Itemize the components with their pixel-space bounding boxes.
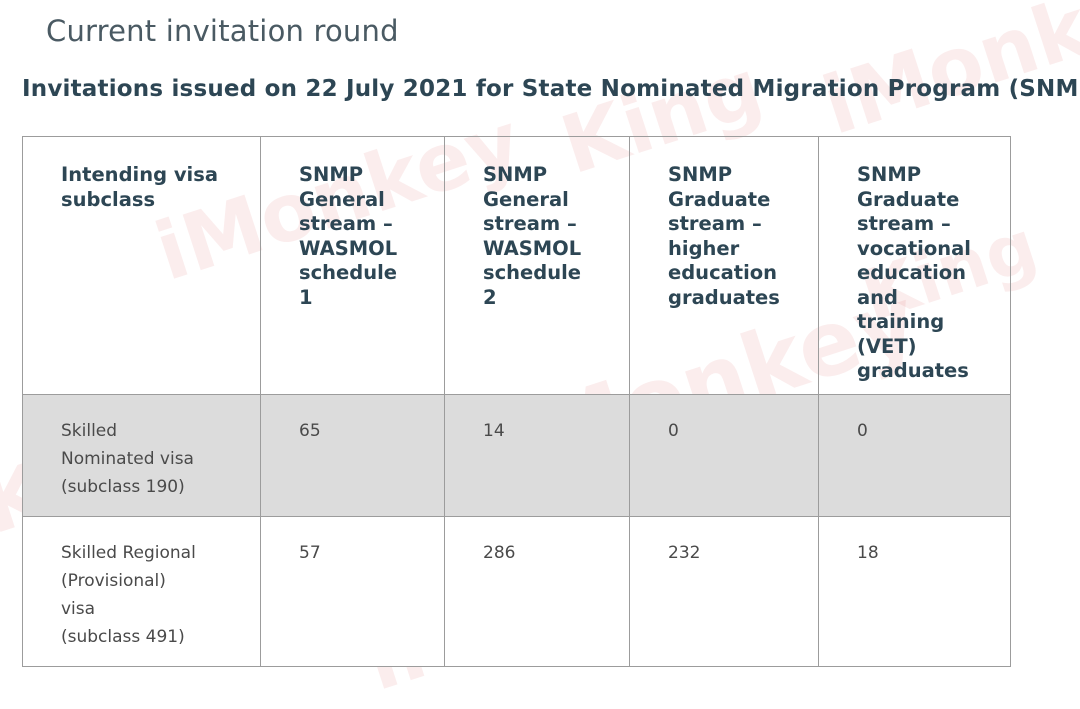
cell-value: 57	[260, 515, 445, 667]
header-general-schedule-1: SNMP General stream – WASMOL schedule 1	[260, 136, 445, 395]
page-title: Current invitation round	[46, 14, 399, 48]
header-graduate-vet: SNMP Graduate stream – vocational educat…	[818, 136, 1011, 395]
cell-value: 14	[444, 393, 630, 517]
table-header-row: Intending visa subclass SNMP General str…	[22, 136, 1011, 395]
cell-value: 18	[818, 515, 1011, 667]
header-visa-subclass: Intending visa subclass	[22, 136, 261, 395]
cell-value: 232	[629, 515, 819, 667]
table-row: Skilled Regional (Provisional) visa (sub…	[22, 515, 1011, 667]
cell-value: 65	[260, 393, 445, 517]
invitations-table: Intending visa subclass SNMP General str…	[22, 136, 1011, 667]
row-visa-label: Skilled Regional (Provisional) visa (sub…	[22, 515, 261, 667]
cell-value: 0	[818, 393, 1011, 517]
table-row: Skilled Nominated visa (subclass 190) 65…	[22, 393, 1011, 517]
cell-value: 0	[629, 393, 819, 517]
header-general-schedule-2: SNMP General stream – WASMOL schedule 2	[444, 136, 630, 395]
page-subtitle: Invitations issued on 22 July 2021 for S…	[22, 76, 1080, 102]
header-graduate-higher-education: SNMP Graduate stream – higher education …	[629, 136, 819, 395]
row-visa-label: Skilled Nominated visa (subclass 190)	[22, 393, 261, 517]
cell-value: 286	[444, 515, 630, 667]
